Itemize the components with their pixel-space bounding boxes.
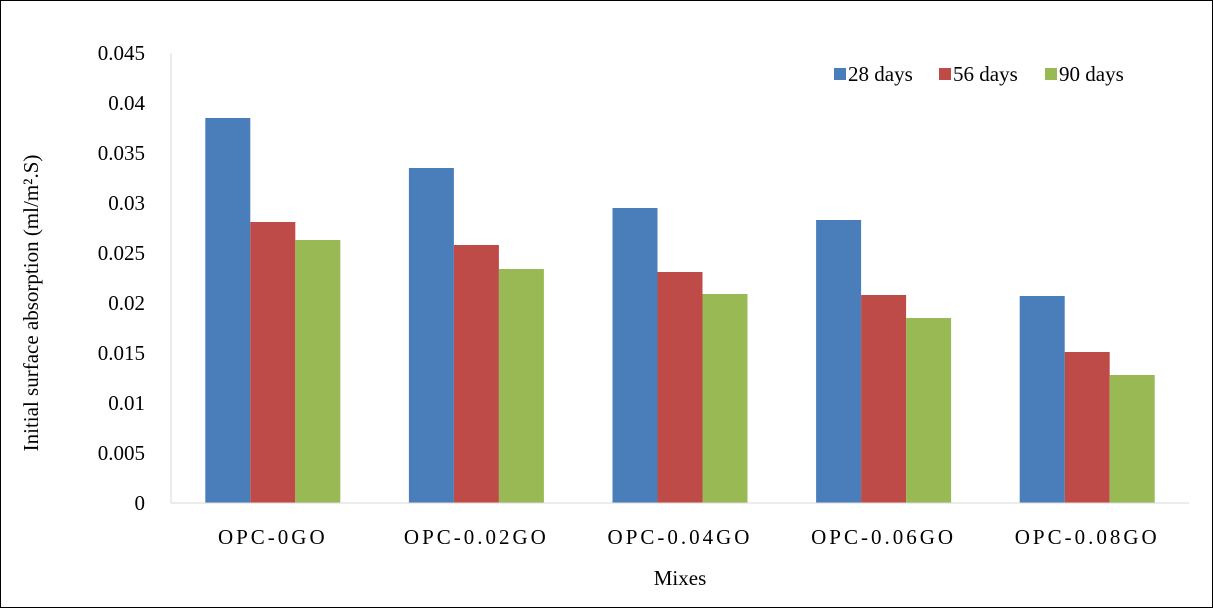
x-tick-label: OPC-0.04GO xyxy=(608,525,753,549)
x-tick-labels: OPC-0GO OPC-0.02GO OPC-0.04GO OPC-0.06GO OPC… xyxy=(218,525,1160,549)
bar-28-days-4 xyxy=(1019,296,1065,503)
bar-56-days-2 xyxy=(657,272,703,503)
bar-56-days-3 xyxy=(861,295,907,503)
legend-label: 28 days xyxy=(848,62,913,86)
bar-28-days-3 xyxy=(816,220,862,503)
bars xyxy=(205,118,1155,503)
legend-label: 90 days xyxy=(1059,62,1124,86)
bar-90-days-1 xyxy=(498,269,544,503)
x-axis-title: Mixes xyxy=(654,566,707,590)
legend-label: 56 days xyxy=(953,62,1018,86)
bar-90-days-3 xyxy=(906,318,952,503)
legend: 28 days 56 days 90 days xyxy=(834,62,1124,86)
legend-swatch xyxy=(939,68,951,80)
y-tick-labels: 0 0.005 0.01 0.015 0.02 0.025 0.03 0.035 0.04 0.0… xyxy=(98,41,146,515)
x-tick-label: OPC-0.02GO xyxy=(404,525,549,549)
x-tick-label: OPC-0GO xyxy=(218,525,328,549)
bar-90-days-4 xyxy=(1109,375,1155,503)
legend-swatch xyxy=(834,68,846,80)
y-tick-label: 0.035 xyxy=(98,141,145,165)
bar-56-days-4 xyxy=(1064,352,1110,503)
bar-56-days-1 xyxy=(453,245,499,503)
bar-90-days-0 xyxy=(295,240,341,503)
bar-56-days-0 xyxy=(250,222,296,503)
x-tick-label: OPC-0.06GO xyxy=(811,525,956,549)
y-tick-label: 0.02 xyxy=(108,291,145,315)
bar-28-days-0 xyxy=(205,118,251,503)
bar-28-days-1 xyxy=(408,168,454,503)
x-tick-label: OPC-0.08GO xyxy=(1015,525,1160,549)
legend-swatch xyxy=(1045,68,1057,80)
y-tick-label: 0 xyxy=(135,491,146,515)
y-tick-label: 0.025 xyxy=(98,241,145,265)
y-tick-label: 0.03 xyxy=(108,191,145,215)
y-tick-label: 0.04 xyxy=(108,91,145,115)
y-tick-label: 0.045 xyxy=(98,41,145,65)
y-tick-label: 0.01 xyxy=(108,391,145,415)
bar-90-days-2 xyxy=(702,294,748,503)
y-axis-title: Initial surface absorption (ml/m².S) xyxy=(19,155,43,452)
y-tick-label: 0.015 xyxy=(98,341,145,365)
bar-28-days-2 xyxy=(612,208,658,503)
y-tick-label: 0.005 xyxy=(98,441,145,465)
